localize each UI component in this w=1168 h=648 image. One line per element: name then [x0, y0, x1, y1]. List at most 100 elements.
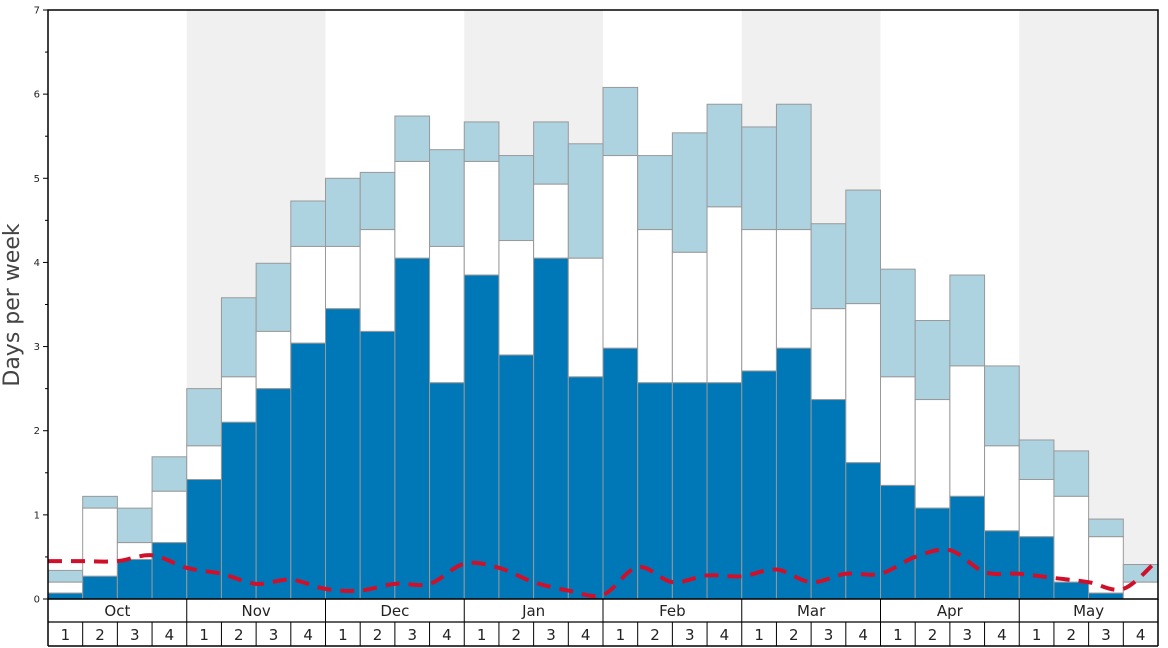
bar-upper-segment	[359, 171, 396, 231]
y-axis-label: Days per week	[0, 223, 25, 386]
y-tick-label: 0	[34, 595, 40, 606]
bar-middle-segment	[637, 229, 673, 384]
bar-lower-segment	[533, 257, 569, 600]
week-label: 4	[997, 626, 1007, 644]
bar-middle-segment	[880, 376, 916, 486]
bar-upper-segment	[949, 274, 986, 367]
bar-stacks	[47, 86, 1159, 600]
bar-lower-segment	[671, 382, 708, 600]
bar-middle-segment	[533, 183, 569, 259]
bar-middle-segment	[845, 303, 881, 464]
week-label: 3	[685, 626, 695, 644]
bar-middle-segment	[47, 581, 84, 594]
bar-lower-segment	[255, 388, 292, 600]
week-label: 2	[95, 626, 105, 644]
bar-upper-segment	[914, 319, 951, 401]
bar-upper-segment	[533, 121, 569, 185]
bar-middle-segment	[186, 445, 222, 481]
bar-middle-segment	[1018, 479, 1055, 538]
week-label: 2	[789, 626, 799, 644]
week-label: 3	[269, 626, 279, 644]
week-label: 4	[1136, 626, 1146, 644]
month-label: Nov	[241, 602, 270, 620]
bar-middle-segment	[741, 229, 777, 372]
bar-lower-segment	[429, 382, 465, 600]
bar-middle-segment	[325, 245, 361, 310]
y-tick-label: 1	[34, 510, 40, 521]
week-label: 1	[199, 626, 209, 644]
bar-lower-segment	[984, 530, 1020, 600]
bar-upper-segment	[810, 223, 847, 310]
week-label: 3	[1101, 626, 1111, 644]
bar-upper-segment	[984, 365, 1020, 447]
bar-middle-segment	[567, 257, 604, 378]
week-label: 2	[928, 626, 938, 644]
month-label: Feb	[659, 602, 686, 620]
bar-upper-segment	[741, 126, 777, 231]
week-label: 2	[234, 626, 244, 644]
week-label: 1	[616, 626, 626, 644]
bar-lower-segment	[845, 462, 881, 600]
bar-lower-segment	[706, 382, 743, 600]
y-tick-label: 6	[34, 90, 40, 101]
bar-lower-segment	[567, 376, 604, 600]
week-label: 3	[130, 626, 140, 644]
bar-lower-segment	[47, 592, 84, 600]
bar-middle-segment	[914, 399, 951, 509]
week-label: 4	[442, 626, 452, 644]
bar-middle-segment	[290, 245, 326, 344]
week-label: 4	[303, 626, 313, 644]
bar-lower-segment	[394, 257, 431, 600]
bar-middle-segment	[255, 330, 292, 390]
y-tick-label: 7	[34, 6, 40, 17]
bar-lower-segment	[880, 484, 916, 600]
bar-middle-segment	[463, 160, 500, 276]
axes: 0 1 2 3 4 5 6 7 Oct 1 2 3 4 Nov 1 2 3 4 Dec 1 2 3 4 Jan 1 2 3 4 Feb 1…	[34, 6, 1159, 647]
bar-lower-segment	[1018, 536, 1055, 600]
bar-lower-segment	[949, 495, 986, 600]
bar-upper-segment	[429, 149, 465, 247]
bar-lower-segment	[741, 370, 777, 600]
bar-middle-segment	[1088, 536, 1124, 594]
month-label: Dec	[380, 602, 409, 620]
week-label: 1	[1032, 626, 1042, 644]
bar-middle-segment	[498, 240, 535, 356]
bar-upper-segment	[220, 297, 257, 378]
bar-upper-segment	[845, 189, 881, 305]
bar-middle-segment	[949, 365, 986, 497]
bar-lower-segment	[602, 347, 639, 600]
week-label: 3	[824, 626, 834, 644]
week-label: 3	[407, 626, 417, 644]
bar-lower-segment	[186, 479, 222, 600]
bar-middle-segment	[82, 507, 118, 577]
bar-upper-segment	[1053, 450, 1090, 497]
bar-middle-segment	[706, 206, 743, 384]
week-label: 4	[581, 626, 591, 644]
bar-lower-segment	[1088, 592, 1124, 600]
bar-middle-segment	[602, 155, 639, 349]
bar-upper-segment	[671, 132, 708, 253]
bar-middle-segment	[394, 160, 431, 259]
month-label: Oct	[104, 602, 130, 620]
week-label: 1	[477, 626, 487, 644]
bar-lower-segment	[1053, 581, 1090, 600]
bar-lower-segment	[914, 507, 951, 600]
bar-upper-segment	[47, 569, 84, 583]
month-label: Mar	[797, 602, 826, 620]
bar-upper-segment	[602, 86, 639, 157]
bar-upper-segment	[151, 456, 188, 492]
bar-upper-segment	[463, 121, 500, 162]
bar-middle-segment	[220, 376, 257, 423]
bar-upper-segment	[186, 388, 222, 447]
bar-upper-segment	[880, 268, 916, 378]
bar-upper-segment	[82, 495, 118, 509]
month-label: Jan	[521, 602, 545, 620]
bar-upper-segment	[1018, 439, 1055, 481]
bar-upper-segment	[498, 155, 535, 242]
bar-lower-segment	[810, 399, 847, 600]
bar-middle-segment	[429, 245, 465, 384]
week-label: 4	[858, 626, 868, 644]
bar-upper-segment	[637, 155, 673, 231]
y-tick-label: 3	[34, 342, 40, 353]
